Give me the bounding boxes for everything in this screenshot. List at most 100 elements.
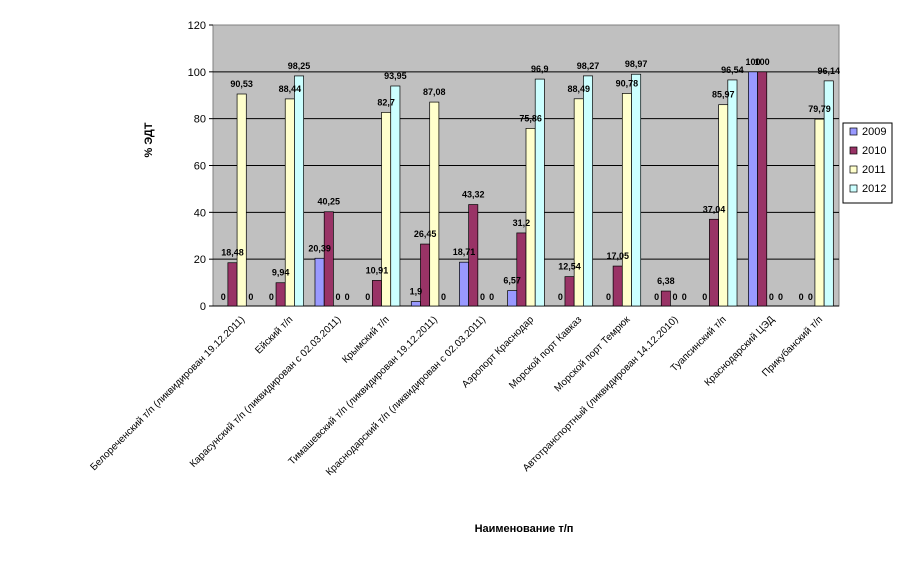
data-label: 98,97 [625, 59, 648, 69]
bars [227, 71, 834, 307]
bar [410, 301, 421, 307]
bar [429, 101, 440, 307]
data-label: 37,04 [703, 204, 726, 214]
data-label: 0 [654, 292, 659, 302]
y-tick-label: 20 [194, 254, 206, 266]
data-label: 0 [489, 292, 494, 302]
bar [631, 73, 642, 307]
legend-label: 2010 [862, 145, 886, 157]
data-label: 43,32 [462, 190, 485, 200]
data-label: 9,94 [272, 268, 290, 278]
data-label: 26,45 [414, 229, 437, 239]
bar [709, 218, 719, 307]
data-label: 79,79 [808, 104, 831, 114]
bar [727, 79, 738, 307]
data-label: 10,91 [366, 265, 389, 275]
bar [564, 276, 575, 307]
bar [757, 71, 768, 307]
data-label: 18,48 [221, 248, 244, 258]
data-label: 1,9 [410, 287, 423, 297]
data-label: 6,38 [657, 276, 675, 286]
data-label: 0 [799, 292, 804, 302]
x-category-label: Ейский т/п [253, 314, 295, 356]
data-label: 88,44 [279, 84, 302, 94]
data-label: 98,25 [288, 61, 311, 71]
x-axis-title: Наименование т/п [475, 523, 574, 535]
data-label: 0 [673, 292, 678, 302]
data-label: 0 [248, 292, 253, 302]
data-label: 93,95 [384, 71, 407, 81]
data-label: 0 [606, 292, 611, 302]
data-label: 88,49 [567, 84, 590, 94]
data-label: 0 [480, 292, 485, 302]
data-label: 0 [269, 292, 274, 302]
y-tick-label: 40 [194, 207, 206, 219]
bar [236, 93, 247, 307]
data-label: 85,97 [712, 90, 735, 100]
data-label: 0 [345, 292, 350, 302]
legend-swatch [849, 146, 858, 155]
y-tick-label: 120 [188, 20, 206, 32]
bar [621, 93, 632, 307]
bar [420, 243, 431, 307]
legend: 2009 2010 2011 2012 [842, 122, 893, 204]
bar [573, 98, 584, 307]
bar [748, 71, 758, 307]
data-label: 87,08 [423, 87, 446, 97]
legend-label: 2011 [862, 164, 886, 176]
y-tick-label: 100 [188, 67, 206, 79]
legend-swatch [849, 127, 858, 136]
data-label: 98,27 [577, 61, 600, 71]
data-label: 0 [558, 292, 563, 302]
data-label: 100 [755, 57, 770, 67]
legend-label: 2009 [862, 126, 886, 138]
bar [371, 280, 382, 307]
bar [660, 290, 671, 307]
data-label: 6,57 [503, 276, 521, 286]
data-label: 0 [702, 292, 707, 302]
x-axis-categories: Белореченский т/п (ликвидирован 19.12.20… [88, 314, 825, 479]
data-label: 0 [335, 292, 340, 302]
y-axis-title: % ЭДТ [143, 122, 155, 157]
data-label: 0 [365, 292, 370, 302]
bar [314, 257, 325, 307]
data-label: 17,05 [606, 251, 629, 261]
data-label: 0 [441, 292, 446, 302]
y-tick-label: 80 [194, 114, 206, 126]
data-label: 40,25 [318, 197, 341, 207]
x-category-label: Крымский т/п [340, 314, 391, 365]
bar [534, 78, 545, 307]
bar [390, 85, 401, 307]
bar [381, 111, 392, 307]
data-label: 100 [745, 57, 760, 67]
data-label: 90,53 [230, 79, 253, 89]
bar [459, 261, 469, 307]
data-label: 96,14 [817, 66, 840, 76]
legend-swatch [849, 165, 858, 174]
data-label: 96,9 [531, 64, 549, 74]
data-label: 20,39 [308, 243, 331, 253]
bar [294, 75, 304, 307]
bar [814, 118, 825, 307]
data-label: 82,7 [377, 97, 395, 107]
bar [823, 80, 834, 307]
bar [507, 290, 518, 307]
bar [323, 211, 334, 307]
data-label: 0 [778, 292, 783, 302]
legend-label: 2012 [862, 183, 886, 195]
x-category-label: Краснодарский т/п (ликвидирован с 02.03.… [324, 314, 488, 478]
data-label: 31,2 [513, 218, 531, 228]
data-label: 0 [769, 292, 774, 302]
y-tick-label: 60 [194, 161, 206, 173]
data-label: 75,86 [519, 113, 542, 123]
y-axis-ticks: 0 20 40 60 80 100 120 [188, 20, 213, 313]
bar [516, 232, 527, 307]
data-label: 0 [682, 292, 687, 302]
bar [468, 204, 479, 307]
bar [275, 282, 286, 307]
bar [583, 75, 593, 307]
x-category-label: Белореченский т/п (ликвидирован 19.12.20… [88, 314, 247, 473]
